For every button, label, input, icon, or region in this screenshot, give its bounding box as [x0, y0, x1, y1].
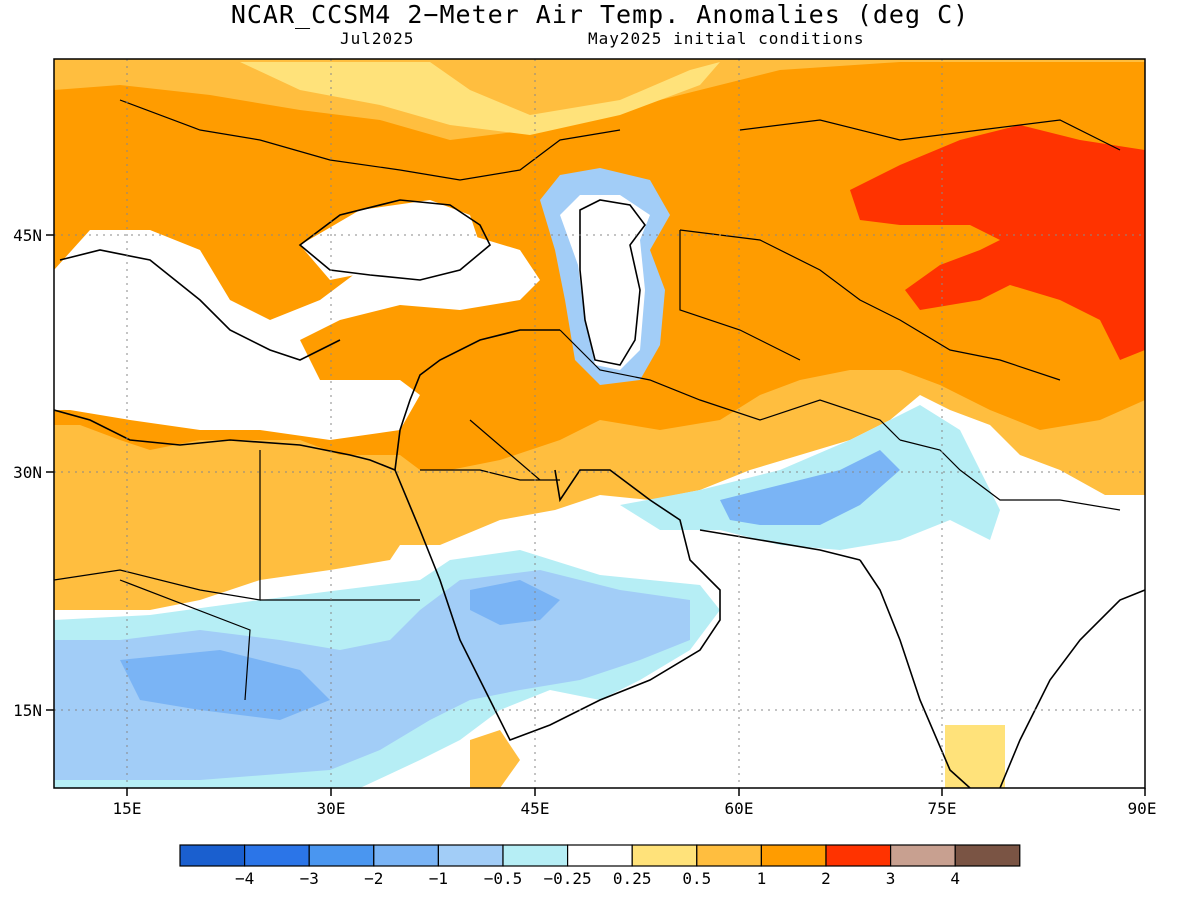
map-plot-area: [54, 59, 1145, 788]
legend-swatch: [437, 844, 504, 867]
anomaly-region-neutral-med: [54, 230, 540, 440]
map-frame: [53, 58, 1146, 789]
legend-label: 3: [886, 869, 896, 888]
anomaly-region-cool-arabia-deep: [120, 580, 560, 720]
legend-label: 0.5: [682, 869, 711, 888]
legend-swatch: [502, 844, 569, 867]
anomaly-region-cool-pakistan-deep: [720, 450, 900, 525]
anomaly-region-neutral-blacksea: [300, 200, 480, 280]
legend-label: −2: [364, 869, 383, 888]
anomaly-region-2-3-central-asia: [850, 125, 1145, 360]
legend-label: −4: [235, 869, 254, 888]
legend-label: 4: [950, 869, 960, 888]
legend-label: −3: [300, 869, 319, 888]
y-tick-label: 15N: [13, 701, 42, 720]
legend-swatch: [889, 844, 956, 867]
y-tick-label: 45N: [13, 226, 42, 245]
legend-swatch: [954, 844, 1021, 867]
legend-labels: −4 −3 −2 −1 −0.5 −0.25 0.25 0.5 1 2 3 4: [235, 869, 960, 888]
legend-swatch: [308, 844, 375, 867]
anomaly-region-cool-arabia-mid: [54, 570, 690, 780]
legend-label: −0.25: [544, 869, 592, 888]
legend-swatch: [631, 844, 698, 867]
x-tick-label: 30E: [317, 799, 346, 818]
legend-swatch: [179, 844, 246, 867]
map-title: NCAR_CCSM4 2−Meter Air Temp. Anomalies (…: [230, 0, 970, 29]
x-tick-label: 90E: [1128, 799, 1157, 818]
legend-color-bar: [179, 844, 1021, 867]
x-axis-labels: 15E 30E 45E 60E 75E 90E: [113, 799, 1157, 818]
legend-swatch: [696, 844, 762, 867]
x-tick-label: 75E: [928, 799, 957, 818]
y-tick-label: 30N: [13, 463, 42, 482]
anomaly-region-warm-south-india: [945, 725, 1005, 788]
initial-conditions: May2025 initial conditions: [588, 29, 865, 48]
anomaly-region-caspian-inner: [560, 195, 650, 370]
anomaly-region-warm-yemen: [470, 730, 520, 788]
legend-swatch: [825, 844, 892, 867]
y-axis-labels: 45N 30N 15N: [13, 226, 42, 720]
legend-label: −0.5: [484, 869, 523, 888]
graticule: [54, 59, 1145, 788]
x-tick-label: 15E: [113, 799, 142, 818]
legend-label: 2: [821, 869, 831, 888]
legend-label: −1: [429, 869, 448, 888]
legend-swatch: [244, 844, 310, 867]
anomaly-region-0.25-0.5-north: [240, 62, 720, 135]
legend-swatch: [373, 844, 439, 867]
legend-label: 0.25: [613, 869, 652, 888]
legend-swatch: [760, 844, 827, 867]
tick-marks: [46, 234, 1146, 796]
x-tick-label: 60E: [725, 799, 754, 818]
x-tick-label: 45E: [521, 799, 550, 818]
legend-swatch: [566, 844, 633, 867]
valid-month: Jul2025: [340, 29, 415, 48]
country-borders: [54, 99, 1121, 701]
legend-label: 1: [757, 869, 767, 888]
coastlines: [54, 199, 1145, 788]
